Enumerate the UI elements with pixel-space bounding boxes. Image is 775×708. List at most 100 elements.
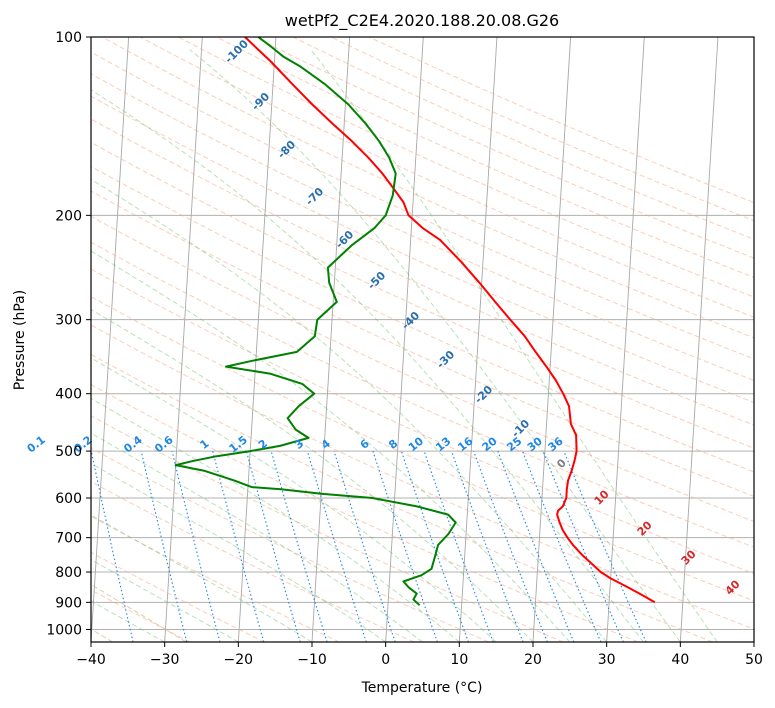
x-tick-label: 0: [381, 652, 390, 668]
moist-adiabat: [91, 462, 386, 642]
isotherm-line: [311, 37, 351, 642]
isotherm-label: 20: [635, 518, 655, 538]
isotherm-label: -100: [222, 37, 251, 66]
moist-adiabat: [91, 514, 313, 642]
axis-ticks: −40 −30 −20 −10 0 10 20 30 40 50 100 200 300 400 500 60…: [46, 30, 763, 668]
x-tick-label: −10: [297, 652, 327, 668]
dry-adiabat: [91, 215, 754, 523]
y-tick-label: 1000: [46, 622, 82, 638]
mixing-ratio-line: [423, 450, 494, 642]
x-tick-label: 30: [598, 652, 616, 668]
isotherm-label: 10: [592, 487, 612, 507]
mixing-ratio-label: 4: [319, 437, 333, 452]
mixing-ratio-line: [171, 450, 221, 642]
temperature-line: [244, 37, 656, 604]
x-tick-label: 10: [450, 652, 468, 668]
moist-adiabat: [91, 600, 165, 642]
mixing-ratio-line: [563, 450, 647, 642]
dry-adiabat: [91, 324, 754, 630]
mixing-ratio-label: 1: [198, 437, 212, 452]
isotherm-label: -80: [275, 138, 298, 161]
y-tick-label: 600: [55, 491, 82, 507]
dry-adiabat: [91, 515, 340, 642]
moist-adiabat: [91, 397, 460, 642]
dry-adiabat: [101, 37, 754, 339]
isotherm-line: [91, 37, 130, 642]
x-tick-label: 50: [745, 652, 763, 668]
mixing-ratio-line: [212, 450, 265, 642]
dry-adiabat: [91, 141, 754, 449]
y-tick-label: 800: [55, 565, 82, 581]
isotherm-label: -50: [365, 269, 388, 292]
profile-lines: [174, 37, 656, 606]
mixing-ratio-line: [400, 450, 470, 642]
moist-adiabat: [91, 432, 423, 642]
dry-adiabat: [139, 37, 754, 318]
dry-adiabat: [91, 95, 754, 404]
moist-adiabat: [91, 357, 497, 642]
moist-adiabat: [91, 178, 608, 642]
mixing-ratio-line: [245, 450, 301, 642]
isotherm-line: [237, 37, 277, 642]
plot-frame: [90, 36, 755, 643]
dry-adiabat: [91, 51, 754, 360]
mixing-ratio-line: [333, 450, 396, 642]
isotherm-label: 40: [723, 577, 743, 597]
dry-adiabat: [330, 37, 754, 222]
isotherm-line: [606, 37, 645, 642]
isotherm-line: [532, 37, 572, 642]
y-tick-label: 100: [55, 30, 82, 46]
dry-adiabat: [368, 37, 754, 204]
y-tick-label: 400: [55, 387, 82, 403]
dry-adiabat: [91, 165, 754, 473]
dry-adiabat: [91, 415, 564, 642]
y-tick-label: 500: [55, 444, 82, 460]
chart-title: wetPf2_C2E4.2020.188.20.08.G26: [285, 11, 559, 31]
y-tick-label: 300: [55, 313, 82, 329]
dry-adiabat: [292, 37, 754, 240]
moist-adiabat: [91, 89, 644, 642]
dry-adiabat: [91, 118, 754, 426]
isotherm-line: [679, 37, 719, 642]
mixing-ratio-line: [140, 450, 188, 642]
isotherm-label: -30: [434, 348, 457, 371]
dry-adiabat: [91, 589, 191, 642]
x-tick-label: −40: [76, 652, 106, 668]
mixing-ratio-line: [91, 450, 134, 642]
mixing-ratio-line: [521, 450, 602, 642]
y-tick-label: 200: [55, 208, 82, 224]
isotherm-line: [385, 37, 424, 642]
dewpoint-line: [174, 37, 457, 606]
isotherm-label: -70: [303, 185, 326, 208]
dry-adiabat: [91, 190, 754, 497]
mixing-ratio-label: 0.6: [152, 433, 176, 455]
dry-adiabat: [91, 73, 754, 381]
isoline-labels: 0.1 0.2 0.4 0.6 1 1.5 2 3 4 6 8 10 13 16 20 25 30 36-100-…: [25, 37, 743, 598]
y-tick-label: 900: [55, 595, 82, 611]
dry-adiabat: [216, 37, 754, 278]
mixing-ratio-line: [270, 450, 328, 642]
mixing-ratio-line: [372, 450, 438, 642]
moist-adiabat: [310, 49, 718, 642]
dry-adiabat: [178, 37, 754, 298]
y-axis-label: Pressure (hPa): [12, 290, 28, 390]
mixing-ratio-line: [450, 450, 524, 642]
moist-adiabat: [91, 559, 239, 642]
mixing-ratio-line: [473, 450, 548, 642]
isotherm-line: [458, 37, 498, 642]
x-tick-label: −20: [224, 652, 254, 668]
x-axis-label: Temperature (°C): [361, 680, 483, 696]
isotherm-label: -40: [399, 309, 422, 332]
mixing-ratio-line: [497, 450, 575, 642]
isotherm-label: -90: [249, 90, 272, 113]
mixing-ratio-label: 0.1: [25, 433, 48, 455]
mixing-ratio-line: [306, 450, 367, 642]
moist-adiabat: [91, 308, 534, 642]
isotherm-line: [753, 634, 754, 642]
x-tick-label: 40: [671, 652, 689, 668]
x-tick-label: −30: [150, 652, 180, 668]
moist-adiabat: [91, 250, 571, 642]
x-tick-label: 20: [524, 652, 542, 668]
dry-adiabat: [91, 268, 754, 575]
